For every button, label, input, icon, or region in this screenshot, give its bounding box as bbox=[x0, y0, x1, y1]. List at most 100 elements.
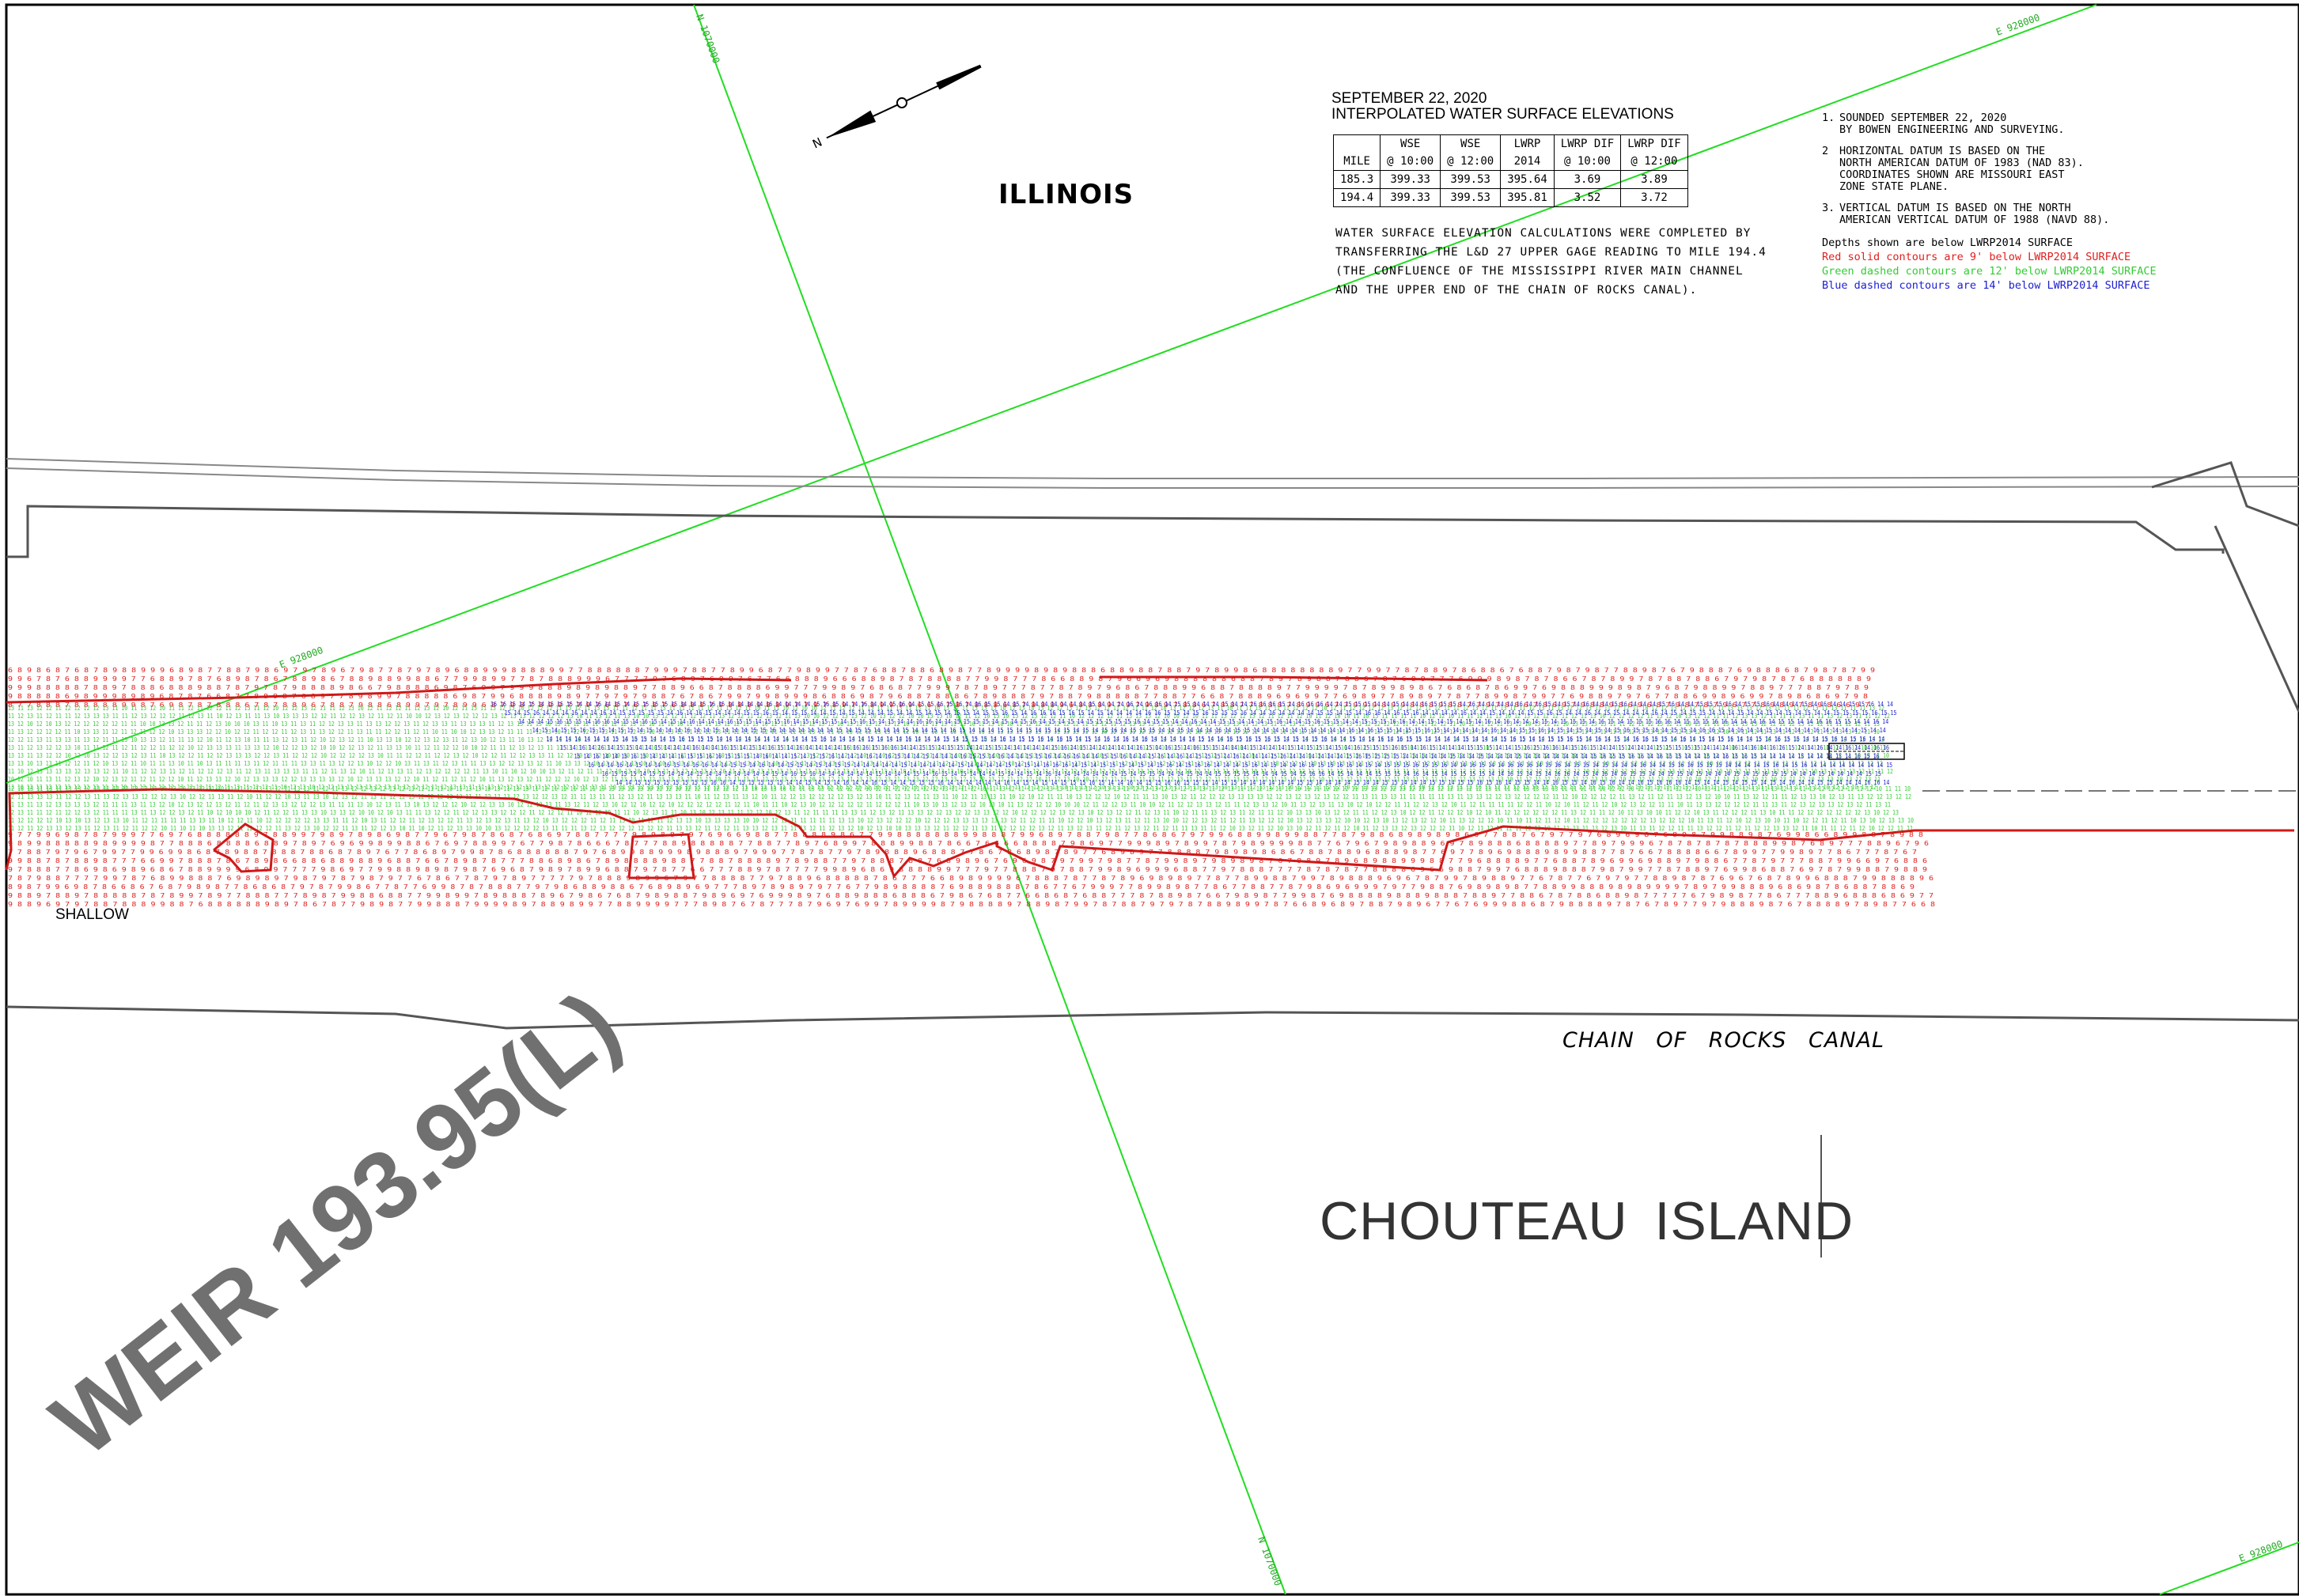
sounding-row-green: 11 13 12 12 12 12 11 10 13 13 11 12 11 1… bbox=[8, 728, 1880, 736]
sounding-row-red: 6 8 9 8 6 8 7 6 8 7 8 9 8 8 9 9 9 6 8 9 … bbox=[8, 667, 1875, 674]
sounding-row-blue: 14 14 15 15 15 15 15 15 15 15 16 16 14 1… bbox=[615, 779, 1889, 786]
note-number: 3. bbox=[1822, 202, 1835, 214]
sounding-row-red: 9 9 6 7 8 7 6 8 8 9 9 9 9 7 7 6 8 8 9 7 … bbox=[8, 675, 1871, 683]
wse-table: WSE WSE LWRP LWRP DIF LWRP DIF MILE @ 10… bbox=[1332, 134, 1688, 207]
table-cell: 399.33 bbox=[1380, 188, 1441, 207]
table-header-cell: @ 10:00 bbox=[1380, 153, 1441, 171]
note-item: 1. SOUNDED SEPTEMBER 22, 2020 BY BOWEN E… bbox=[1822, 112, 2233, 136]
contour-red-upper-2 bbox=[1100, 675, 1488, 682]
table-header-cell: MILE bbox=[1332, 153, 1381, 171]
sounding-row-red: 9 8 8 9 7 8 8 9 7 8 8 8 8 8 7 8 7 8 9 9 … bbox=[8, 892, 1934, 899]
note-item: 2 HORIZONTAL DATUM IS BASED ON THE NORTH… bbox=[1822, 146, 2233, 193]
table-header-cell: LWRP DIF bbox=[1620, 134, 1688, 153]
island-label: CHOUTEAU ISLAND bbox=[1320, 1191, 1854, 1251]
calc-note-line: AND THE UPPER END OF THE CHAIN OF ROCKS … bbox=[1335, 284, 1698, 297]
sounding-row-blue: 15 14 16 14 16 14 15 15 14 14 15 14 14 1… bbox=[560, 744, 1889, 751]
sounding-row-green: 11 12 13 11 12 11 11 12 13 13 13 11 11 1… bbox=[8, 713, 1890, 720]
contour-red-mid bbox=[5, 788, 2294, 879]
sounding-row-blue: 14 15 14 15 15 16 15 15 14 15 15 14 15 1… bbox=[532, 727, 1886, 734]
grid-label-northing-top: N 1070000 bbox=[694, 13, 722, 65]
north-arrow-label: N bbox=[810, 134, 824, 151]
canal-bank-bottom bbox=[6, 1005, 2299, 1030]
table-cell: 3.89 bbox=[1620, 170, 1688, 189]
sounding-row-green: 11 12 12 12 12 10 13 10 13 12 13 13 10 1… bbox=[8, 817, 1914, 824]
canal-bank-right bbox=[2151, 461, 2299, 528]
sounding-row-blue: 14 14 14 15 16 15 15 14 16 16 14 15 14 1… bbox=[518, 718, 1888, 725]
general-notes: 1. SOUNDED SEPTEMBER 22, 2020 BY BOWEN E… bbox=[1822, 112, 2233, 293]
sounding-row-red: 9 9 8 8 7 8 7 8 8 9 8 7 7 7 6 6 9 9 7 8 … bbox=[8, 857, 1927, 864]
sounding-row-blue: 15 14 16 14 14 15 16 15 14 14 14 16 15 1… bbox=[574, 753, 1880, 760]
note-line: VERTICAL DATUM IS BASED ON THE NORTH bbox=[1839, 202, 2071, 214]
sounding-row-red: 8 7 7 8 8 8 7 8 8 8 8 8 9 9 8 7 6 9 8 7 … bbox=[8, 702, 1869, 709]
table-header-cell: @ 10:00 bbox=[1553, 153, 1622, 171]
sounding-row-red: 9 7 7 9 9 6 9 8 7 8 7 9 9 9 7 7 6 9 7 6 … bbox=[8, 831, 1923, 838]
table-header-cell bbox=[1332, 134, 1381, 153]
sounding-row-green: 11 13 11 13 12 13 13 13 13 12 11 11 11 1… bbox=[8, 801, 1891, 808]
sounding-row-green: 10 12 10 11 13 11 12 13 12 10 12 13 12 1… bbox=[8, 776, 1880, 783]
sounding-row-green: 12 11 13 13 13 11 12 12 13 11 13 12 13 1… bbox=[8, 793, 1911, 800]
sounding-row-blue: 16 15 15 15 14 15 15 14 14 14 15 14 14 1… bbox=[602, 770, 1881, 777]
table-header-cell: LWRP DIF bbox=[1553, 134, 1622, 153]
contour-red-loop-1 bbox=[213, 823, 275, 873]
calc-note: WATER SURFACE ELEVATION CALCULATIONS WER… bbox=[1335, 224, 1778, 300]
sounding-row-green: 12 12 11 13 11 13 13 11 13 12 11 11 13 1… bbox=[8, 736, 1884, 743]
levee-line-top bbox=[6, 458, 2299, 479]
sounding-row-red: 9 7 8 8 8 7 7 8 6 9 8 6 9 8 9 6 8 6 7 8 … bbox=[8, 866, 1927, 873]
note-number: 2 bbox=[1822, 145, 1829, 157]
table-header-row-2: MILE @ 10:00 @ 12:00 2014 @ 10:00 @ 12:0… bbox=[1332, 153, 1688, 171]
sounding-row-red: 9 9 9 8 8 8 8 8 7 8 8 9 7 8 8 8 6 8 8 8 … bbox=[8, 684, 1869, 691]
sounding-row-green: 12 13 11 11 12 11 12 12 13 12 11 11 11 1… bbox=[8, 809, 1899, 816]
table-row: 194.4 399.33 399.53 395.81 3.52 3.72 bbox=[1332, 188, 1688, 207]
table-header-cell: @ 12:00 bbox=[1440, 153, 1502, 171]
grid-line-easting-bottom bbox=[2159, 1541, 2299, 1595]
table-cell: 3.52 bbox=[1553, 188, 1622, 207]
note-line: BY BOWEN ENGINEERING AND SURVEYING. bbox=[1839, 123, 2065, 136]
note-line: HORIZONTAL DATUM IS BASED ON THE bbox=[1839, 145, 2046, 157]
calc-note-line: WATER SURFACE ELEVATION CALCULATIONS WER… bbox=[1335, 227, 1752, 240]
survey-header: SEPTEMBER 22, 2020 INTERPOLATED WATER SU… bbox=[1331, 91, 1674, 123]
note-line: NORTH AMERICAN DATUM OF 1983 (NAD 83). bbox=[1839, 157, 2084, 169]
note-line: ZONE STATE PLANE. bbox=[1839, 180, 1949, 193]
sounding-row-blue: 16 16 15 14 15 14 15 15 15 14 14 16 14 1… bbox=[490, 701, 1893, 708]
sounding-row-blue: 16 14 14 16 14 15 14 14 16 15 14 16 16 1… bbox=[588, 762, 1892, 769]
north-arrow-icon: N bbox=[810, 64, 982, 151]
legend-blue: Blue dashed contours are 14' below LWRP2… bbox=[1822, 279, 2150, 292]
sounding-row-green: 13 12 10 12 10 13 12 12 12 12 12 12 11 1… bbox=[8, 720, 1880, 728]
canal-bank-top bbox=[6, 505, 2225, 558]
note-number: 1. bbox=[1822, 112, 1835, 124]
table-cell: 399.33 bbox=[1380, 170, 1441, 189]
sheet-border bbox=[5, 3, 2299, 1596]
sounding-row-red: 9 8 8 9 6 9 7 9 7 8 8 7 8 8 8 9 9 8 8 7 … bbox=[8, 901, 1935, 908]
contour-red-loop-2 bbox=[627, 833, 695, 879]
table-header-cell: 2014 bbox=[1500, 153, 1555, 171]
legend-green: Green dashed contours are 12' below LWRP… bbox=[1822, 265, 2157, 278]
table-cell: 399.53 bbox=[1440, 170, 1502, 189]
sounding-row-green: 12 10 13 11 13 11 13 13 12 13 11 13 12 1… bbox=[8, 785, 1911, 792]
grid-label-northing-bottom: N 1070000 bbox=[1256, 1535, 1283, 1587]
note-line: AMERICAN VERTICAL DATUM OF 1988 (NAVD 88… bbox=[1839, 214, 2110, 226]
contour-red-upper bbox=[6, 677, 792, 704]
depth-legend: Depths shown are below LWRP2014 SURFACE … bbox=[1822, 236, 2233, 293]
table-cell: 3.72 bbox=[1620, 188, 1688, 207]
legend-red: Red solid contours are 9' below LWRP2014… bbox=[1822, 251, 2131, 263]
sounding-row-blue: 15 14 15 16 14 14 14 16 14 14 16 14 15 1… bbox=[505, 709, 1897, 717]
sounding-row-green: 13 10 12 13 12 12 13 12 12 13 11 13 10 1… bbox=[8, 784, 1877, 791]
legend-intro: Depths shown are below LWRP2014 SURFACE bbox=[1822, 236, 2073, 249]
note-line: COORDINATES SHOWN ARE MISSOURI EAST bbox=[1839, 168, 2065, 181]
calc-note-line: (THE CONFLUENCE OF THE MISSISSIPPI RIVER… bbox=[1335, 265, 1744, 278]
sounding-row-green: 13 11 12 13 12 12 13 10 11 11 12 11 12 1… bbox=[8, 744, 1886, 751]
sounding-row-red: 9 8 9 9 8 8 8 8 8 9 8 9 9 9 9 8 7 7 8 8 … bbox=[8, 840, 1929, 847]
sounding-row-green: 11 12 11 12 13 13 12 13 11 12 13 11 12 1… bbox=[8, 825, 1913, 832]
sounding-row-red: 7 8 7 9 8 8 7 7 7 7 9 9 7 8 7 6 8 9 9 8 … bbox=[8, 875, 1934, 882]
table-header-cell: WSE bbox=[1440, 134, 1502, 153]
table-cell: 399.53 bbox=[1440, 188, 1502, 207]
state-label: ILLINOIS bbox=[998, 179, 1134, 210]
sounding-row-blue: 14 14 14 14 14 14 14 15 14 15 15 14 14 1… bbox=[546, 736, 1884, 743]
note-item: 3. VERTICAL DATUM IS BASED ON THE NORTH … bbox=[1822, 202, 2233, 226]
grid-line-easting bbox=[6, 4, 2097, 784]
shallow-label: SHALLOW bbox=[55, 906, 129, 923]
sounding-row-green: 13 11 13 12 12 11 12 12 12 12 13 11 10 1… bbox=[8, 705, 1884, 712]
table-header-cell: @ 12:00 bbox=[1620, 153, 1688, 171]
sounding-row-green: 13 13 10 13 13 11 12 12 11 12 10 13 12 1… bbox=[8, 760, 1883, 767]
table-header-cell: LWRP bbox=[1500, 134, 1555, 153]
